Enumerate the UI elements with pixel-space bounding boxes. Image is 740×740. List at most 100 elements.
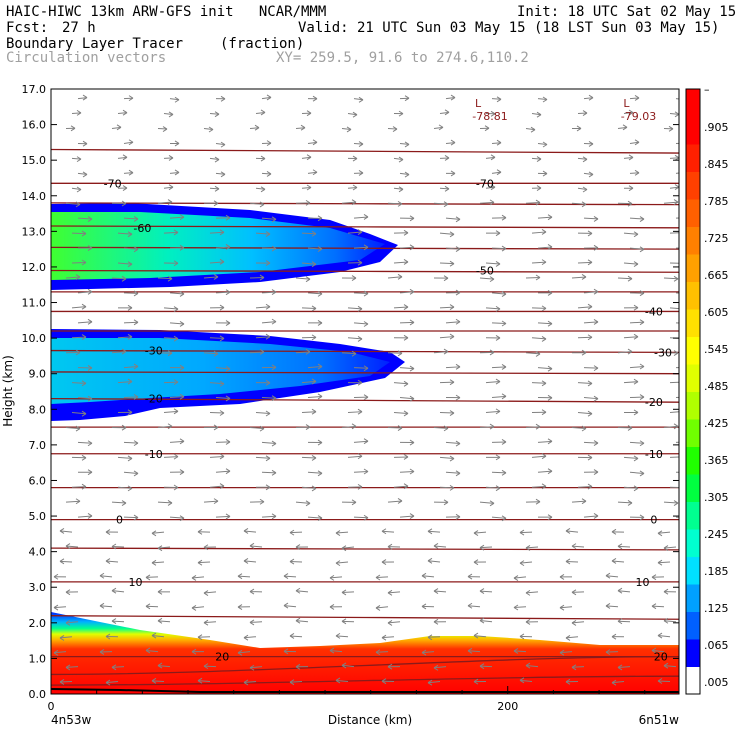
isotherm-line	[51, 148, 679, 154]
vector-arrow-head	[663, 617, 669, 624]
vector-arrow-head	[151, 530, 157, 537]
isotherm-line	[51, 371, 679, 375]
contour-label: 20	[654, 651, 668, 664]
vector-arrow	[261, 172, 272, 175]
contour-label: -70	[476, 177, 494, 190]
vector-arrow-head	[341, 589, 347, 596]
vector-arrow	[249, 127, 260, 130]
vector-arrow	[399, 142, 410, 145]
vector-arrow-head	[53, 604, 59, 611]
vector-arrow	[163, 307, 179, 310]
vector-arrow-head	[489, 276, 495, 283]
colorbar-swatch	[686, 254, 700, 282]
vector-arrow-head	[271, 289, 277, 296]
vector-arrow	[485, 486, 501, 489]
vector-arrow-head	[179, 321, 185, 327]
colorbar-label: .245	[704, 528, 729, 541]
vector-arrow-head	[663, 588, 669, 595]
vector-arrow	[209, 411, 225, 414]
vector-arrow-head	[82, 171, 88, 178]
vector-arrow-head	[444, 155, 450, 161]
vector-arrow	[341, 352, 357, 355]
vector-arrow-head	[213, 424, 219, 431]
vector-arrow	[531, 157, 542, 160]
vector-arrow	[163, 186, 174, 189]
vector-arrow	[629, 366, 645, 369]
vector-arrow-head	[81, 410, 87, 417]
vector-arrow-head	[449, 410, 455, 416]
vector-arrow	[99, 605, 113, 608]
vector-arrow-head	[680, 336, 684, 341]
vector-arrow-head	[173, 335, 179, 342]
colorbar-label: .305	[704, 491, 729, 504]
vector-arrow	[519, 531, 533, 534]
vector-arrow-head	[547, 438, 553, 445]
vector-arrow	[123, 396, 139, 399]
vector-arrow	[537, 246, 553, 249]
vector-arrow	[347, 231, 363, 234]
vector-arrow-head	[75, 349, 81, 356]
vector-arrow	[479, 620, 493, 623]
vector-arrow-head	[490, 110, 496, 117]
vector-arrow	[169, 516, 185, 519]
vector-arrow	[629, 471, 645, 474]
vector-arrow-head	[243, 634, 249, 641]
vector-arrow-head	[289, 679, 295, 686]
init-time: Init: 18 UTC Sat 02 May 15	[517, 4, 737, 20]
vector-arrow-head	[329, 603, 335, 610]
vector-arrow-head	[317, 290, 323, 297]
vector-arrow	[169, 322, 185, 325]
field-units: (fraction)	[220, 36, 305, 52]
vector-arrow-head	[403, 334, 409, 341]
vector-arrow	[491, 322, 507, 324]
vector-arrow-head	[501, 515, 507, 522]
vector-arrow-head	[219, 304, 225, 311]
vector-arrow-head	[513, 575, 519, 582]
vector-arrow	[439, 306, 455, 309]
vector-arrow	[537, 440, 553, 443]
vector-arrow-head	[397, 350, 403, 357]
vector-arrow	[123, 321, 139, 324]
vector-arrow	[307, 247, 323, 250]
vector-arrow	[559, 651, 573, 654]
colorbar-label: .725	[704, 232, 729, 245]
vector-arrow-head	[173, 453, 179, 460]
vector-arrow	[65, 276, 81, 279]
vector-arrow-head	[593, 513, 599, 519]
vector-arrow-head	[220, 95, 226, 102]
vector-arrow	[77, 291, 93, 294]
terrain-line	[51, 688, 679, 693]
vector-arrow-head	[541, 305, 547, 312]
vector-arrow	[71, 336, 87, 339]
vector-arrow-head	[225, 439, 231, 445]
vector-arrow-head	[81, 334, 87, 341]
vector-arrow	[531, 382, 547, 384]
vector-arrow-head	[203, 590, 209, 596]
vector-arrow-head	[283, 573, 289, 579]
vector-arrow-head	[479, 544, 485, 551]
vector-arrow-head	[627, 424, 633, 431]
vector-arrow	[559, 606, 573, 609]
vector-arrow	[255, 456, 271, 459]
vector-arrow	[623, 336, 639, 339]
vector-arrow-head	[127, 333, 133, 340]
vector-arrow-head	[588, 94, 594, 101]
colorbar-swatch	[686, 309, 700, 337]
vector-arrow-head	[357, 336, 363, 342]
vector-arrow-head	[587, 410, 593, 417]
vector-arrow-head	[433, 588, 439, 594]
vector-arrow	[301, 456, 317, 459]
colorbar-swatch	[686, 281, 700, 310]
contour-label: 20	[215, 651, 229, 664]
vector-arrow-head	[173, 306, 179, 312]
vector-arrow	[261, 515, 277, 518]
vector-arrow-head	[427, 528, 433, 535]
vector-arrow-head	[680, 409, 684, 414]
vector-arrow-head	[513, 647, 519, 654]
vector-arrow	[531, 231, 547, 234]
vector-arrow-head	[237, 604, 243, 610]
vector-arrow-head	[81, 230, 87, 237]
vector-arrow-head	[311, 485, 317, 492]
vector-arrow	[393, 485, 409, 488]
vector-arrow	[237, 651, 251, 654]
